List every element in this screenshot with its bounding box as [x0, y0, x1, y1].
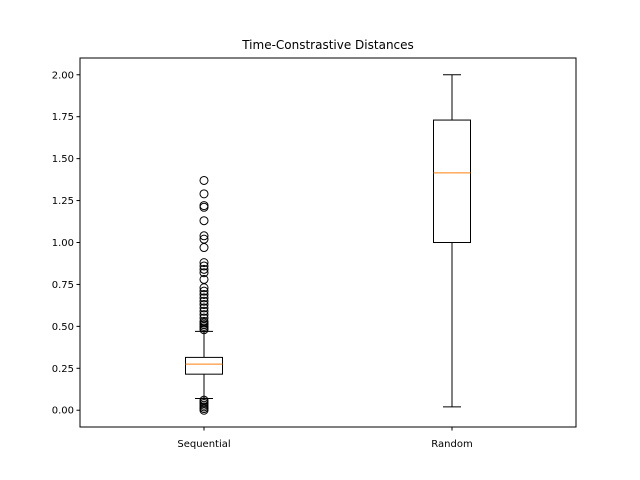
outlier-point: [199, 216, 209, 226]
box-iqr: [185, 356, 223, 375]
outlier-point: [199, 313, 209, 323]
outlier-point: [199, 264, 209, 274]
outlier-point: [199, 189, 209, 199]
outlier-point: [199, 286, 209, 296]
y-tick-label: 1.50: [52, 154, 74, 165]
outlier-point: [199, 310, 209, 320]
outlier-point: [199, 201, 209, 211]
outlier-point: [199, 303, 209, 313]
outlier-point: [199, 268, 209, 278]
outlier-point: [199, 231, 209, 241]
box-iqr: [433, 119, 471, 243]
outlier-point: [199, 274, 209, 284]
outlier-point: [199, 306, 209, 316]
outlier-point: [199, 234, 209, 244]
outlier-point: [199, 258, 209, 268]
y-tick-label: 1.25: [52, 196, 74, 207]
chart-title: Time-Constrastive Distances: [241, 38, 414, 52]
y-tick-label: 1.75: [52, 112, 74, 123]
outlier-point: [199, 293, 209, 303]
axes-frame: [79, 57, 577, 428]
outlier-point: [199, 395, 209, 405]
y-tick-label: 0.75: [52, 280, 74, 291]
outlier-point: [199, 175, 209, 185]
outlier-point: [199, 289, 209, 299]
y-tick-label: 2.00: [52, 70, 74, 81]
outlier-point: [199, 300, 209, 310]
y-tick-label: 0.00: [52, 406, 74, 417]
plot-area: 0.00 0.25 0.50 0.75 1.00 1.25 1.50 1.75 2.00 Sequ…: [52, 70, 473, 450]
outlier-point: [199, 296, 209, 306]
x-tick-label: Random: [431, 439, 472, 450]
y-tick-label: 0.50: [52, 322, 74, 333]
y-tick-label: 1.00: [52, 238, 74, 249]
y-tick-label: 0.25: [52, 364, 74, 375]
outlier-point: [199, 261, 209, 271]
x-tick-label: Sequential: [177, 439, 230, 450]
outlier-point: [199, 316, 209, 326]
